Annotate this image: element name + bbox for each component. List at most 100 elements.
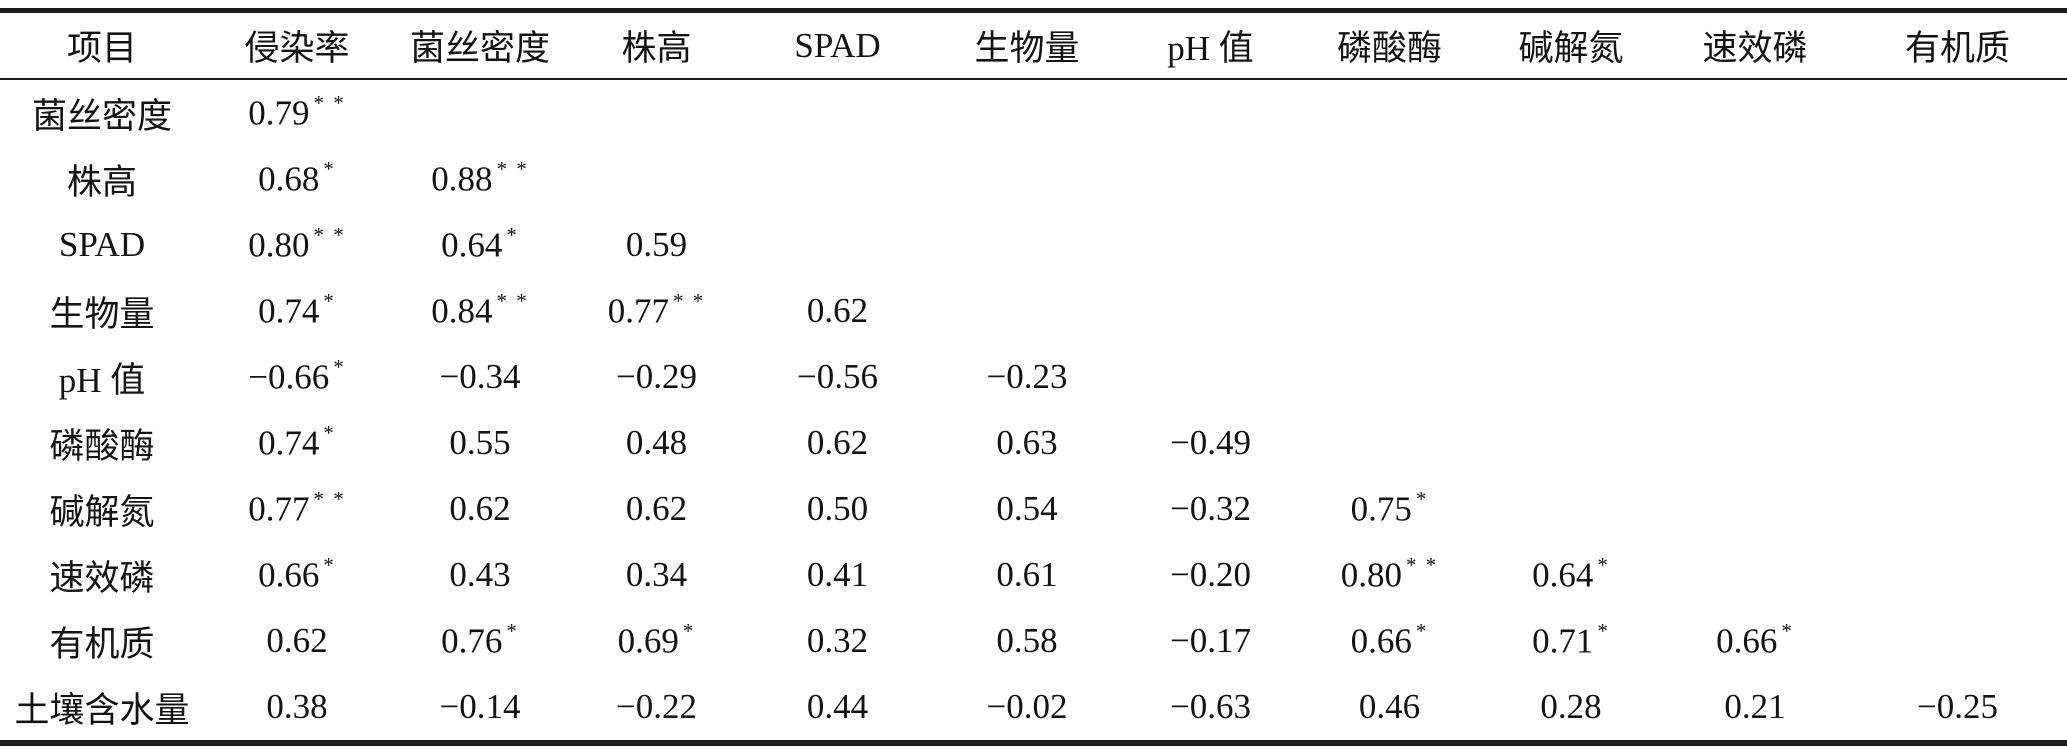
correlation-cell (1848, 344, 2067, 410)
row-label: 菌丝密度 (31, 96, 172, 136)
cell-value: 0.66 (1350, 621, 1412, 661)
column-header: SPAD (743, 13, 932, 80)
significance-marker: * (682, 618, 696, 643)
correlation-cell (1299, 146, 1480, 212)
correlation-cell (743, 146, 932, 212)
correlation-cell: −0.20 (1122, 542, 1299, 608)
correlation-cell: −0.34 (390, 344, 570, 410)
corner-header: 项目 (0, 13, 204, 80)
table-row: 碱解氮 0.77 * * 0.62 0.62 0.50 0.54 −0.32 0.75 * (0, 476, 2067, 542)
correlation-cell (1480, 476, 1662, 542)
cell-value: −0.14 (439, 687, 521, 726)
cell-value: −0.66 (248, 357, 330, 397)
cell-value: 0.62 (266, 621, 328, 660)
cell-value: 0.55 (449, 423, 511, 462)
cell-value: 0.62 (625, 489, 688, 528)
correlation-cell (1480, 410, 1662, 476)
column-header: 菌丝密度 (390, 13, 570, 80)
correlation-cell (1299, 278, 1480, 344)
cell-value: 0.77 (248, 489, 310, 529)
correlation-cell: 0.74 * (204, 410, 390, 476)
correlation-cell: −0.17 (1122, 608, 1299, 674)
cell-value: 0.32 (806, 621, 869, 660)
correlation-cell: 0.88 * * (390, 146, 570, 212)
correlation-cell: 0.50 (743, 476, 932, 542)
significance-marker: * (506, 618, 519, 643)
significance-marker: * * (496, 156, 529, 181)
correlation-cell (1848, 146, 2067, 212)
correlation-cell (1848, 542, 2067, 608)
correlation-cell (1480, 146, 1662, 212)
correlation-cell: −0.25 (1848, 674, 2067, 740)
significance-marker: * (323, 420, 336, 445)
cell-value: 0.43 (449, 555, 511, 594)
correlation-cell: 0.76 * (390, 608, 570, 674)
significance-marker: * (333, 354, 346, 379)
cell-value: 0.38 (266, 687, 328, 726)
cell-value: 0.34 (625, 555, 688, 594)
correlation-cell: 0.21 (1662, 674, 1848, 740)
cell-value: −0.34 (439, 357, 521, 396)
correlation-cell: 0.64 * (390, 212, 570, 278)
correlation-cell: 0.75 * (1299, 476, 1480, 542)
cell-value: 0.69 (617, 621, 679, 661)
cell-value: −0.20 (1170, 555, 1251, 594)
correlation-cell (1480, 212, 1662, 278)
correlation-cell (1122, 278, 1299, 344)
correlation-cell: −0.02 (932, 674, 1122, 740)
correlation-cell (1848, 212, 2067, 278)
correlation-cell: −0.14 (390, 674, 570, 740)
correlation-cell (1848, 410, 2067, 476)
correlation-cell: −0.29 (570, 344, 743, 410)
correlation-cell: −0.49 (1122, 410, 1299, 476)
column-header: 碱解氮 (1480, 13, 1662, 80)
correlation-cell (932, 146, 1122, 212)
column-header: 生物量 (932, 13, 1122, 80)
correlation-cell: 0.38 (204, 674, 390, 740)
cell-value: −0.25 (1917, 687, 1998, 726)
correlation-cell: 0.61 (932, 542, 1122, 608)
cell-value: 0.62 (806, 291, 869, 330)
cell-value: 0.63 (996, 423, 1058, 462)
correlation-cell: 0.54 (932, 476, 1122, 542)
cell-value: 0.80 (248, 225, 310, 265)
correlation-cell: −0.56 (743, 344, 932, 410)
correlation-cell: 0.66 * (1662, 608, 1848, 674)
correlation-cell (1848, 608, 2067, 674)
correlation-cell (1480, 79, 1662, 146)
correlation-cell: 0.46 (1299, 674, 1480, 740)
significance-marker: * * (313, 90, 346, 115)
cell-value: 0.46 (1358, 687, 1421, 726)
cell-value: −0.29 (616, 357, 697, 396)
correlation-cell (570, 79, 743, 146)
correlation-cell: 0.79 * * (204, 79, 390, 146)
correlation-cell (570, 146, 743, 212)
correlation-cell (1480, 278, 1662, 344)
column-header: pH 值 (1122, 13, 1299, 80)
correlation-cell: 0.62 (743, 278, 932, 344)
significance-marker: * * (673, 288, 706, 313)
correlation-cell (932, 278, 1122, 344)
correlation-cell: 0.63 (932, 410, 1122, 476)
cell-value: 0.62 (806, 423, 869, 462)
row-label: SPAD (58, 225, 146, 264)
column-header: 速效磷 (1662, 13, 1848, 80)
correlation-cell: −0.23 (932, 344, 1122, 410)
table-row: 生物量 0.74 * 0.84 * * 0.77 * * 0.62 (0, 278, 2067, 344)
cell-value: 0.80 (1340, 555, 1402, 595)
significance-marker: * * (313, 222, 346, 247)
correlation-cell (932, 212, 1122, 278)
cell-value: −0.49 (1170, 423, 1251, 462)
correlation-cell (390, 79, 570, 146)
table-row: 株高 0.68 * 0.88 * * (0, 146, 2067, 212)
row-label: 土壤含水量 (14, 690, 190, 730)
correlation-cell (1848, 476, 2067, 542)
correlation-cell: 0.41 (743, 542, 932, 608)
significance-marker: * (323, 552, 336, 577)
cell-value: 0.74 (258, 291, 320, 331)
cell-value: 0.48 (625, 423, 688, 462)
significance-marker: * (506, 222, 519, 247)
correlation-cell: 0.64 * (1480, 542, 1662, 608)
correlation-cell (1662, 79, 1848, 146)
